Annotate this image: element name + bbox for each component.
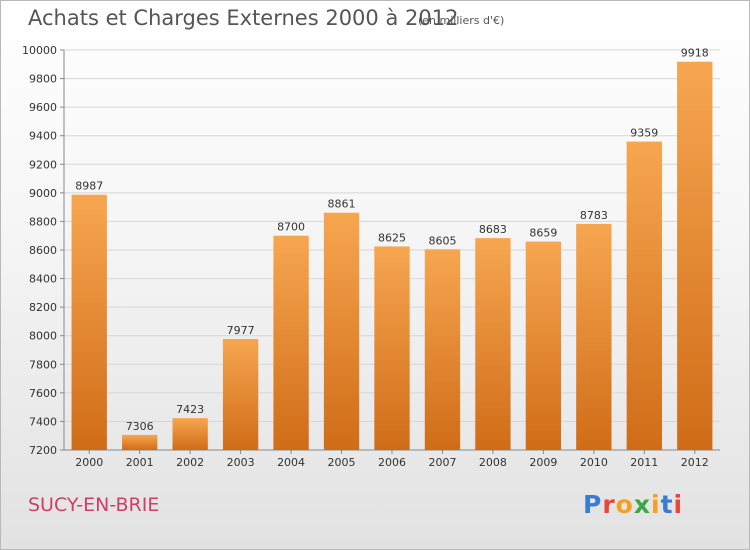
x-tick-label: 2004 — [277, 456, 305, 469]
y-tick-label: 8000 — [29, 330, 57, 343]
bar — [626, 141, 662, 451]
y-tick-label: 7200 — [29, 444, 57, 457]
bar — [172, 418, 208, 450]
y-tick-label: 8800 — [29, 215, 57, 228]
y-tick-labels: 7200 7400 7600 7800 8000 8200 8400 8600 8800 9000… — [22, 44, 57, 457]
bar — [222, 339, 259, 450]
data-label: 7423 — [176, 403, 204, 416]
city-name: SUCY-EN-BRIE — [28, 494, 160, 516]
y-tick-label: 9000 — [29, 187, 57, 200]
y-tick-label: 9600 — [29, 101, 57, 114]
y-tick-label: 7400 — [29, 415, 57, 428]
data-label: 9918 — [681, 47, 709, 60]
bar — [677, 61, 713, 450]
data-label: 8605 — [428, 234, 456, 247]
y-tick-label: 8200 — [29, 301, 57, 314]
y-tick-label: 8400 — [29, 273, 57, 286]
data-label: 8861 — [328, 198, 356, 211]
bar — [374, 246, 410, 450]
y-tick-label: 7600 — [29, 387, 57, 400]
x-tick-label: 2012 — [681, 456, 709, 469]
y-tick-label: 9800 — [29, 73, 57, 86]
bar — [273, 235, 309, 450]
logo-letter: i — [651, 490, 661, 519]
data-label: 8783 — [580, 209, 608, 222]
chart-unit-label: (en milliers d'€) — [418, 14, 505, 27]
x-tick-label: 2003 — [227, 456, 255, 469]
data-label: 8987 — [75, 180, 103, 193]
bar — [525, 241, 562, 450]
bar — [424, 249, 461, 450]
y-tick-label: 8600 — [29, 244, 57, 257]
logo-letter: t — [660, 490, 674, 519]
data-label: 8659 — [529, 227, 557, 240]
x-tick-label: 2010 — [580, 456, 608, 469]
logo-letter: i — [673, 490, 684, 519]
data-label: 7306 — [126, 420, 154, 433]
data-label: 8700 — [277, 221, 305, 234]
bar — [122, 434, 158, 450]
data-label: 8683 — [479, 223, 507, 236]
logo-letter: r — [602, 490, 616, 519]
bar — [475, 238, 511, 450]
chart-title: Achats et Charges Externes 2000 à 2012 — [28, 6, 459, 30]
x-tick-label: 2007 — [428, 456, 456, 469]
y-tick-label: 9400 — [29, 130, 57, 143]
logo-letter: P — [583, 490, 603, 519]
proxiti-logo: Proxiti — [583, 490, 683, 519]
data-labels: 8987 7306 7423 7977 8700 8861 8625 8605 8683 8659… — [75, 47, 709, 433]
x-tick-label: 2005 — [328, 456, 356, 469]
x-tick-label: 2011 — [630, 456, 658, 469]
bar — [576, 223, 612, 450]
x-tick-label: 2009 — [529, 456, 557, 469]
y-tick-label: 7800 — [29, 358, 57, 371]
data-label: 7977 — [227, 324, 255, 337]
y-tick-label: 10000 — [22, 44, 57, 57]
bar — [323, 212, 360, 450]
x-tick-label: 2001 — [126, 456, 154, 469]
logo-letter: o — [615, 490, 634, 519]
y-tick-label: 9200 — [29, 158, 57, 171]
x-tick-label: 2006 — [378, 456, 406, 469]
logo-letter: x — [633, 490, 651, 519]
x-tick-label: 2008 — [479, 456, 507, 469]
data-label: 8625 — [378, 231, 406, 244]
bar — [71, 194, 107, 450]
x-tick-labels: 2000 2001 2002 2003 2004 2005 2006 2007 2008 2009… — [75, 456, 709, 469]
bars — [71, 61, 713, 451]
x-tick-label: 2002 — [176, 456, 204, 469]
data-label: 9359 — [630, 127, 658, 140]
x-tick-label: 2000 — [75, 456, 103, 469]
